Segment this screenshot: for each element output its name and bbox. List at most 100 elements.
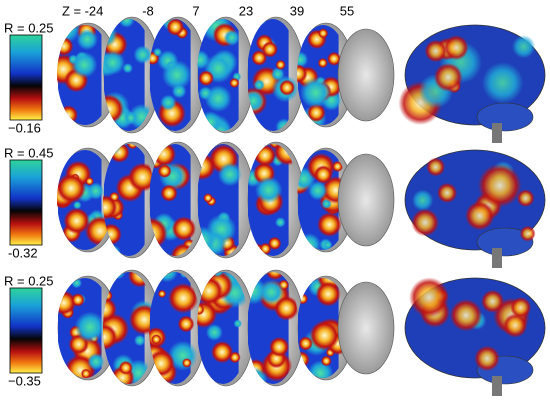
hot-blob: [111, 253, 121, 256]
hot-blob: [321, 355, 332, 367]
hot-blob: [268, 236, 282, 250]
cool-blob: [87, 353, 105, 371]
cool-blob: [197, 50, 210, 70]
hot-blob: [265, 272, 285, 281]
slice-map: [197, 19, 242, 131]
cool-blob: [412, 189, 434, 211]
hot-blob: [203, 193, 213, 203]
hot-blob: [443, 35, 469, 61]
hot-blob: [275, 59, 286, 70]
hot-blob: [157, 289, 167, 298]
hot-blob: [332, 160, 344, 172]
hot-blob: [177, 315, 195, 333]
hot-blob: [411, 208, 440, 237]
cool-blob: [223, 29, 240, 46]
cool-blob: [217, 162, 242, 187]
lateral-brain: [398, 24, 546, 143]
hot-blob: [274, 295, 299, 321]
cool-blob: [160, 94, 177, 111]
cool-blob: [106, 245, 121, 256]
slice-axis-label: Z =: [62, 3, 81, 18]
cool-blob: [297, 51, 309, 68]
hot-blob: [426, 157, 446, 177]
hot-blob: [181, 358, 192, 368]
cool-blob: [300, 77, 332, 109]
cool-blob: [481, 62, 524, 104]
hot-blob: [279, 79, 296, 96]
hot-blob: [57, 36, 74, 56]
cool-blob: [323, 240, 333, 250]
hot-blob: [63, 207, 90, 235]
hot-blob: [298, 336, 313, 351]
hot-blob: [80, 368, 92, 378]
hot-blob: [313, 165, 333, 184]
cool-blob: [258, 279, 284, 305]
hot-blob: [510, 297, 532, 319]
cool-blob: [198, 86, 213, 101]
hot-blob: [424, 39, 448, 63]
hot-blob: [166, 19, 185, 36]
hot-blob: [229, 77, 240, 88]
colorbar: [9, 287, 43, 374]
cool-blob: [307, 360, 334, 378]
hot-blob: [306, 103, 326, 123]
hot-blob: [254, 144, 276, 167]
slice-map: [297, 25, 342, 125]
hot-blob: [409, 277, 450, 318]
hot-blob: [269, 336, 290, 357]
labels: -24 -8 7 23 39 55 R = 0.25 −0.16 R = 0.45 -0.32 R …: [4, 3, 354, 388]
hot-blob: [103, 323, 118, 351]
slice-position-label: 55: [340, 3, 354, 18]
hot-blob: [151, 334, 162, 345]
hot-blob: [449, 299, 483, 332]
cool-blob: [124, 111, 138, 125]
hot-blob: [481, 289, 505, 313]
hot-blob: [198, 70, 214, 86]
slice-map: [247, 19, 299, 131]
slice-position-label: 7: [192, 3, 199, 18]
cerebellum: [476, 227, 534, 257]
slice-map: [57, 278, 106, 378]
hot-blob: [317, 57, 328, 69]
slice-position-label: -24: [85, 3, 104, 18]
hot-blob: [211, 341, 234, 364]
hot-blob: [57, 173, 86, 204]
cool-blob: [74, 311, 106, 343]
cool-blob: [103, 50, 125, 75]
cerebellum: [476, 102, 534, 132]
slice-anatomy: [337, 281, 395, 375]
brainstem: [492, 123, 502, 143]
cool-blob: [122, 63, 133, 74]
cool-blob: [73, 200, 82, 210]
hot-blob: [436, 182, 458, 204]
brainstem: [492, 376, 502, 396]
hot-blob: [315, 281, 341, 307]
cool-blob: [71, 51, 98, 78]
hot-blob: [127, 144, 139, 150]
hot-blob: [171, 216, 197, 241]
hot-blob: [259, 242, 272, 255]
slice-anatomy: [337, 153, 395, 247]
slice-map: [149, 144, 197, 256]
slice-map: [103, 144, 155, 256]
hot-blob: [157, 164, 172, 178]
cool-blob: [308, 181, 328, 201]
hot-blob: [502, 313, 528, 338]
hot-blob: [477, 163, 522, 208]
hot-blob: [151, 144, 177, 167]
slice-map: [149, 19, 192, 131]
cool-blob: [253, 79, 265, 91]
slice-map: [57, 25, 102, 125]
hot-blob: [318, 28, 329, 39]
hot-blob: [103, 94, 124, 124]
hot-blob: [317, 212, 342, 237]
hot-blob: [516, 189, 535, 207]
cool-blob: [255, 176, 283, 204]
cool-blob: [104, 374, 119, 384]
hot-blob: [433, 62, 463, 92]
cool-blob: [162, 59, 192, 90]
cool-blob: [297, 233, 321, 250]
colorbar-min-label: −0.16: [8, 120, 41, 135]
slice-map: [103, 19, 155, 131]
